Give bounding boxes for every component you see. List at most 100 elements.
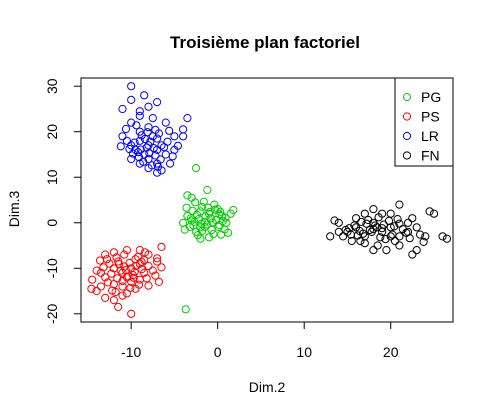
data-point [143,128,152,137]
data-point [118,276,127,286]
data-point [365,225,374,235]
data-point [121,124,131,134]
data-point [144,261,153,271]
data-point [229,205,238,215]
data-point [151,271,160,280]
data-point [136,145,145,154]
y-tick-label: -10 [44,258,60,278]
data-point [118,291,127,300]
x-tick-label: 0 [214,344,222,360]
data-point [144,281,153,290]
data-point [206,214,215,223]
data-point [193,231,202,240]
data-point [390,222,399,231]
data-point [140,248,150,257]
data-point [135,111,144,120]
data-point [416,230,425,239]
data-point [135,246,144,255]
x-tick-label: 10 [296,344,312,360]
data-point [395,219,404,228]
data-point [87,284,96,293]
data-point [127,95,136,105]
data-point [347,236,356,246]
data-point [204,203,213,212]
data-point [395,200,404,209]
data-point [122,136,132,145]
data-point [187,193,196,202]
data-point [118,132,127,141]
data-point [153,98,162,107]
y-axis: -20 -10 0 10 20 30 [44,78,82,324]
data-point [96,268,106,277]
data-point [395,232,404,241]
data-point [362,219,371,228]
data-point [403,218,413,227]
data-point [109,248,119,257]
data-point [153,162,163,171]
legend: PG PS LR FN [394,77,454,167]
data-point [334,218,343,227]
data-point [101,250,110,259]
data-point [99,263,108,272]
data-point [376,233,385,242]
x-tick-label: 20 [383,344,399,360]
data-point [419,237,428,246]
data-point [405,234,414,243]
data-point [199,197,208,206]
data-point [148,114,157,123]
data-point [127,154,136,164]
data-point [145,149,154,158]
data-point [218,216,227,225]
data-point [403,227,413,236]
data-point [429,209,439,218]
y-tick-label: 20 [44,124,60,140]
data-point [198,202,207,211]
data-point [214,222,223,231]
data-point [355,226,364,236]
data-point [185,222,195,231]
data-point [144,102,153,111]
data-point [208,218,217,227]
data-point [421,232,430,241]
data-point [116,142,125,151]
data-point [360,239,369,248]
data-point [95,256,105,265]
data-point [114,302,123,312]
data-point [360,209,369,218]
data-point [157,263,166,272]
data-point [183,114,192,123]
data-point [132,261,141,271]
legend-marker [402,112,412,121]
data-point [144,154,153,164]
legend-marker [402,151,412,160]
data-point [127,118,136,127]
data-point [108,286,117,295]
legend-label: FN [421,148,440,164]
data-point [127,82,136,91]
data-point [381,235,390,244]
data-point [163,137,172,146]
data-point [373,241,382,250]
data-point [101,273,110,282]
data-point [179,132,188,141]
data-point [88,275,97,284]
data-point [107,269,116,278]
data-point [165,126,174,135]
data-point [192,164,201,173]
data-point [118,104,127,114]
data-point [334,227,343,236]
y-tick-label: 10 [44,169,60,185]
data-point [115,260,124,269]
data-point [135,127,144,136]
data-point [393,215,402,224]
data-point [181,305,190,314]
data-point [140,134,150,144]
series-ps [87,242,166,318]
data-point [137,257,146,266]
data-point [113,274,122,283]
data-point [205,207,214,216]
y-tick-label: 0 [44,219,60,227]
data-point [101,293,110,302]
x-axis: -10 0 10 20 [121,321,399,360]
